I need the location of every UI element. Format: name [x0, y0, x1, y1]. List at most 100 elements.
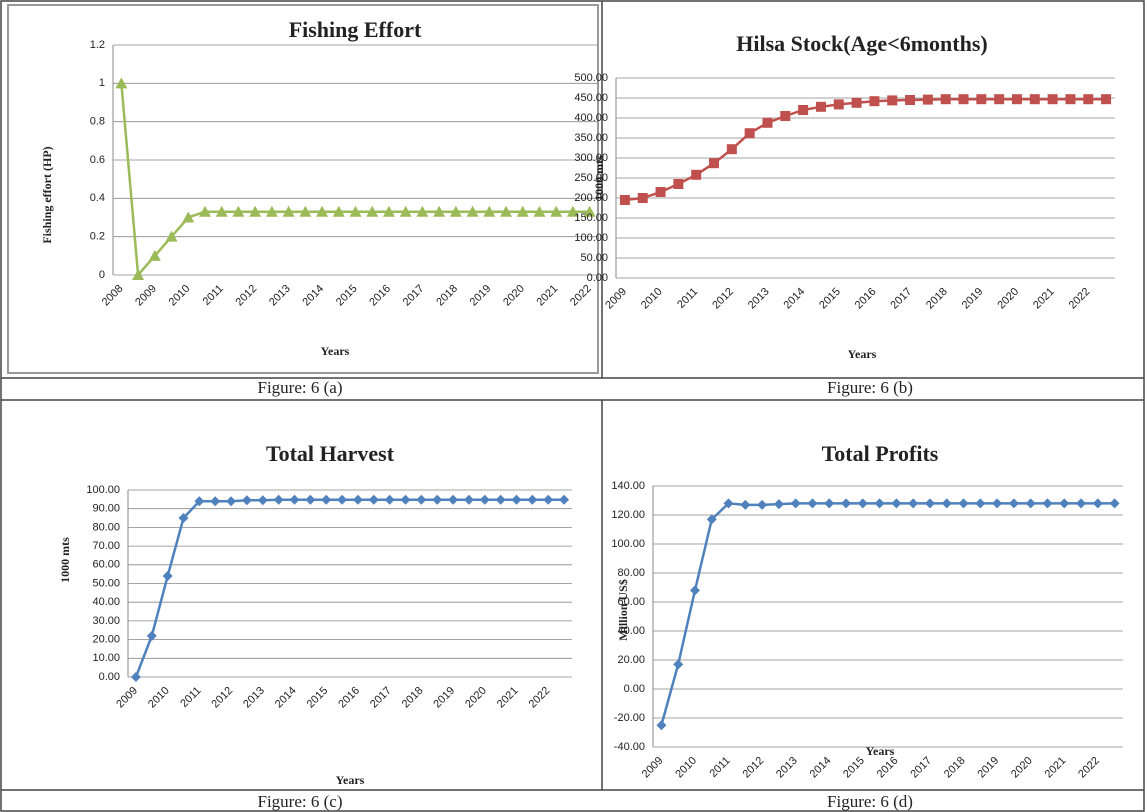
data-point — [321, 494, 332, 505]
y-tick-label: 0.00 — [624, 683, 645, 695]
x-tick-label: 2012 — [740, 755, 766, 781]
data-point — [637, 193, 648, 203]
x-tick-label: 2010 — [673, 755, 699, 781]
y-tick-label: 80.00 — [617, 567, 645, 579]
data-point — [887, 95, 898, 106]
figure-caption: Figure: 6 (c) — [258, 792, 343, 811]
x-tick-label: 2010 — [146, 685, 172, 711]
data-point — [566, 205, 579, 217]
data-point — [841, 498, 852, 509]
x-tick-label: 2008 — [100, 283, 126, 309]
x-tick-label: 2022 — [568, 283, 594, 309]
x-tick-label: 2017 — [401, 283, 427, 309]
data-point — [1011, 94, 1022, 105]
y-tick-label: 350.00 — [574, 132, 608, 144]
data-point — [723, 498, 734, 509]
y-tick-label: 10.00 — [92, 652, 120, 664]
x-tick-label: 2022 — [1067, 286, 1093, 312]
y-tick-label: 1 — [99, 77, 105, 89]
y-tick-label: 200.00 — [574, 192, 608, 204]
x-tick-label: 2009 — [603, 286, 629, 312]
data-point — [559, 494, 570, 505]
x-tick-label: 2018 — [400, 685, 426, 711]
data-point — [1025, 498, 1036, 509]
y-tick-label: -20.00 — [614, 712, 645, 724]
x-tick-label: 2021 — [535, 283, 561, 309]
data-point — [583, 205, 596, 217]
y-tick-label: 100.00 — [611, 538, 645, 550]
data-point — [433, 205, 446, 217]
x-tick-label: 2019 — [960, 286, 986, 312]
data-point — [976, 94, 987, 105]
y-tick-label: 80.00 — [92, 521, 120, 533]
x-axis-title: Years — [848, 347, 877, 361]
data-point — [148, 249, 161, 261]
series-line — [120, 83, 590, 279]
data-point — [198, 205, 211, 217]
data-point — [483, 205, 496, 217]
data-point — [215, 205, 228, 217]
y-tick-label: 1.2 — [90, 39, 105, 51]
data-point — [1092, 498, 1103, 509]
data-point — [874, 498, 885, 509]
data-point — [282, 205, 295, 217]
x-tick-label: 2019 — [975, 755, 1001, 781]
y-tick-label: 70.00 — [92, 540, 120, 552]
x-tick-label: 2019 — [431, 685, 457, 711]
data-point — [500, 205, 513, 217]
data-point — [1109, 498, 1120, 509]
data-point — [833, 99, 844, 110]
data-point — [807, 498, 818, 509]
y-tick-label: 0.8 — [90, 116, 105, 128]
x-tick-label: 2018 — [434, 283, 460, 309]
data-point — [851, 97, 862, 108]
data-point — [305, 494, 316, 505]
data-point — [992, 498, 1003, 509]
y-axis-title: Fishing effort (HP) — [40, 146, 54, 243]
x-tick-label: 2011 — [707, 755, 732, 780]
data-point — [773, 499, 784, 510]
x-tick-label: 2014 — [782, 286, 808, 312]
data-point — [543, 494, 554, 505]
data-point — [798, 105, 809, 115]
data-point — [1065, 94, 1076, 105]
x-tick-label: 2016 — [853, 286, 879, 312]
y-tick-label: 60.00 — [617, 596, 645, 608]
data-point — [744, 128, 755, 139]
data-point — [922, 94, 933, 105]
data-point — [1029, 94, 1040, 105]
y-tick-label: 250.00 — [574, 172, 608, 184]
x-tick-label: 2011 — [201, 283, 226, 308]
chart-title: Hilsa Stock(Age<6months) — [736, 31, 988, 56]
y-tick-label: 400.00 — [574, 112, 608, 124]
y-tick-label: 100.00 — [86, 484, 120, 496]
data-point — [466, 205, 479, 217]
y-tick-label: 150.00 — [574, 212, 608, 224]
data-point — [1059, 498, 1070, 509]
data-point — [706, 514, 717, 525]
y-tick-label: 120.00 — [611, 509, 645, 521]
x-tick-label: 2020 — [995, 286, 1021, 312]
y-tick-label: 0.00 — [587, 272, 608, 284]
data-point — [815, 101, 826, 112]
data-point — [182, 211, 195, 223]
x-tick-label: 2021 — [1031, 286, 1057, 312]
y-tick-label: 0.6 — [90, 154, 105, 166]
data-point — [908, 498, 919, 509]
x-tick-label: 2020 — [1009, 755, 1035, 781]
data-point — [726, 144, 737, 155]
x-tick-label: 2021 — [1043, 755, 1069, 781]
y-axis-title: 1000 mts — [592, 155, 606, 201]
data-point — [273, 494, 284, 505]
data-point — [448, 494, 459, 505]
x-tick-label: 2016 — [336, 685, 362, 711]
y-tick-label: 0.00 — [99, 671, 120, 683]
data-point — [891, 498, 902, 509]
y-tick-label: 50.00 — [92, 577, 120, 589]
y-tick-label: 40.00 — [92, 596, 120, 608]
data-point — [384, 494, 395, 505]
x-tick-label: 2011 — [178, 685, 203, 710]
x-tick-label: 2017 — [908, 755, 934, 781]
data-point — [941, 498, 952, 509]
data-point — [416, 494, 427, 505]
